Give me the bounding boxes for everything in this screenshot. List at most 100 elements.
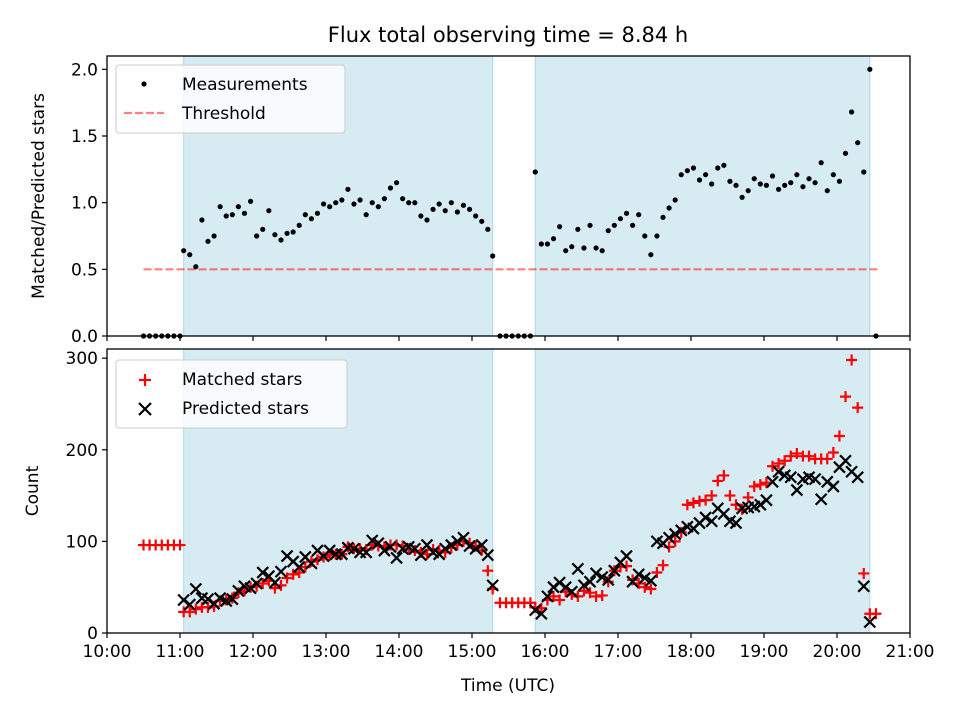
measurement-point [217, 204, 223, 210]
y-tick-label: 2.0 [71, 60, 98, 80]
legend-marker-matched [139, 374, 151, 386]
predicted-star-point [839, 454, 852, 468]
bottom-panel: 0 100 200 300 10:00 11:00 12:00 13:00 14:00 15:0… [23, 348, 935, 696]
measurement-point [406, 200, 412, 206]
predicted-stars-points [177, 454, 877, 629]
predicted-star-point [699, 511, 712, 524]
matched-star-point [754, 479, 766, 491]
predicted-star-point [565, 585, 579, 599]
measurement-point [254, 233, 260, 239]
matched-star-point [596, 589, 608, 601]
matched-star-point [184, 606, 196, 618]
matched-star-point [639, 581, 651, 593]
measurement-point [302, 212, 308, 218]
matched-star-point [287, 568, 299, 580]
measurement-point [284, 230, 290, 236]
x-tick-label: 21:00 [886, 642, 935, 662]
predicted-star-point [256, 566, 270, 579]
matched-star-point [821, 453, 833, 465]
predicted-star-point [292, 560, 306, 574]
measurement-point [849, 109, 855, 115]
measurement-point [272, 232, 278, 238]
predicted-star-point [589, 567, 603, 580]
measurement-point [351, 201, 357, 207]
predicted-star-point [486, 579, 499, 592]
measurement-point [479, 218, 485, 224]
legend-marker-predicted [138, 402, 152, 416]
predicted-star-point [541, 590, 554, 603]
matched-star-point [718, 469, 730, 481]
predicted-star-point [305, 557, 318, 570]
measurement-point [605, 228, 611, 234]
measurement-point [557, 224, 563, 230]
predicted-star-point [183, 598, 197, 611]
x-axis-label: Time (UTC) [460, 676, 555, 696]
measurement-point [442, 208, 448, 214]
matched-star-point [293, 567, 305, 579]
measurement-point [611, 222, 617, 228]
predicted-star-point [274, 565, 288, 578]
y-tick-label: 0.5 [71, 260, 98, 280]
shaded-region [534, 348, 871, 634]
measurement-point [241, 210, 248, 216]
matched-star-point [773, 458, 785, 470]
measurement-point [727, 178, 733, 184]
predicted-star-point [857, 579, 871, 593]
y-tick-label: 1.0 [71, 194, 98, 214]
predicted-star-point [644, 574, 658, 588]
predicted-star-point [475, 538, 489, 552]
measurement-point [721, 162, 727, 168]
matched-star-point [269, 582, 281, 594]
predicted-star-point [323, 544, 336, 557]
matched-star-point [257, 578, 269, 590]
measurement-point [550, 236, 557, 242]
matched-star-point [657, 559, 669, 571]
measurement-point [485, 226, 491, 232]
predicted-star-point [250, 577, 263, 590]
x-tick-label: 15:00 [448, 642, 497, 662]
x-tick-label: 14:00 [375, 642, 424, 662]
measurement-point [569, 244, 575, 250]
predicted-star-point [390, 551, 403, 565]
matched-star-point [645, 583, 657, 595]
matched-star-point [482, 565, 494, 577]
measurement-point [412, 200, 418, 206]
x-tick-label: 10:00 [83, 642, 132, 662]
matched-star-point [779, 455, 791, 467]
predicted-star-point [528, 603, 542, 617]
top-x-ticks [106, 336, 911, 341]
measurement-point [424, 217, 430, 223]
predicted-star-point [268, 576, 282, 589]
measurement-point [660, 214, 666, 220]
predicted-star-point [535, 607, 548, 621]
measurement-point [733, 182, 739, 188]
measurement-point [715, 165, 721, 171]
matched-star-point [785, 450, 797, 462]
predicted-star-point [784, 470, 798, 484]
measurement-point [308, 216, 314, 222]
matched-star-point [232, 587, 244, 599]
measurement-point [454, 209, 460, 215]
x-tick-label: 19:00 [740, 642, 789, 662]
y-tick-label: 300 [66, 349, 98, 369]
matched-star-point [791, 447, 803, 459]
measurement-point [363, 212, 369, 218]
bottom-y-ticks: 0 100 200 300 [66, 349, 107, 644]
matched-star-point [584, 587, 596, 599]
bottom-legend: Matched stars Predicted stars [115, 359, 348, 429]
predicted-star-point [863, 615, 877, 629]
chart-title: Flux total observing time = 8.84 h [328, 23, 688, 47]
measurement-point [278, 237, 284, 243]
measurement-point [666, 205, 672, 211]
matched-star-point [281, 572, 293, 584]
measurement-point [575, 226, 581, 232]
measurement-points [140, 66, 879, 339]
bottom-axes-frame [106, 348, 911, 634]
measurement-point [327, 204, 333, 210]
predicted-star-point [347, 542, 361, 555]
measurement-point [842, 150, 849, 156]
predicted-star-point [414, 548, 428, 562]
measurement-point [800, 184, 806, 190]
x-tick-label: 12:00 [229, 642, 278, 662]
measurement-point [448, 200, 454, 206]
